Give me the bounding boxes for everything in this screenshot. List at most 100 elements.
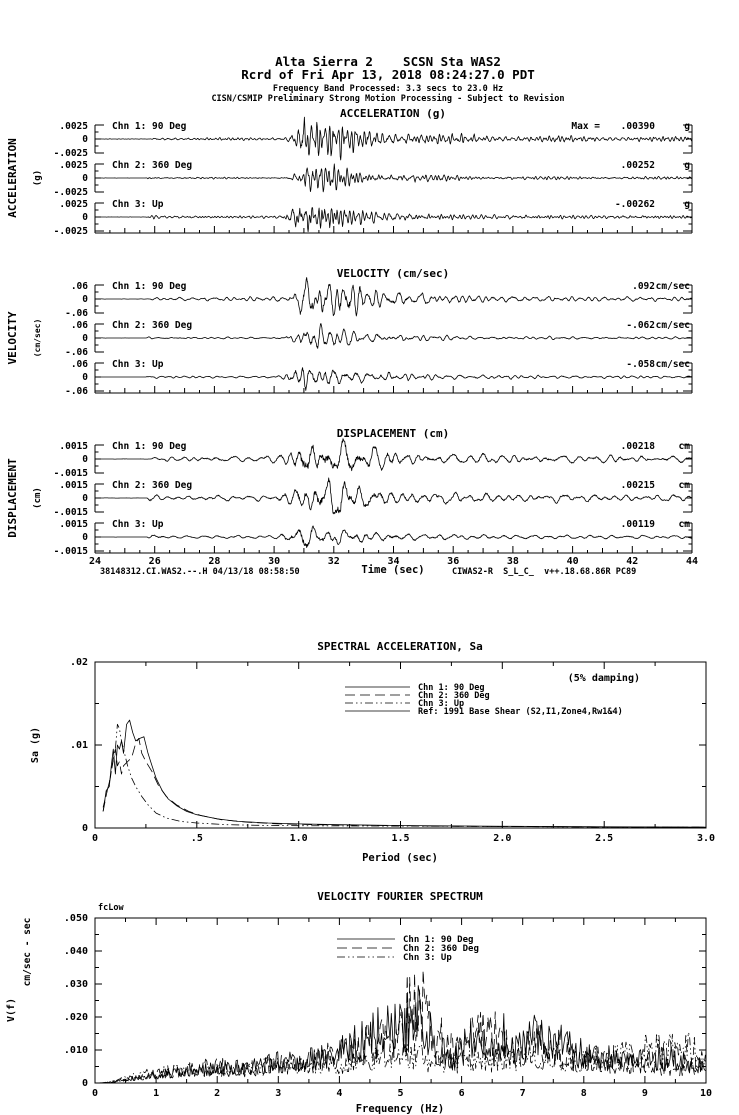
sa-title: SPECTRAL ACCELERATION, Sa <box>317 640 483 653</box>
x-tick-label: 26 <box>149 556 161 567</box>
fourier-y-tick-label: .020 <box>64 1012 88 1023</box>
sa-x-tick-label: 1.0 <box>290 833 308 844</box>
x-tick-label: 24 <box>89 556 101 567</box>
x-tick-label: 30 <box>268 556 280 567</box>
fourier-x-axis-label: Frequency (Hz) <box>356 1103 445 1115</box>
sa-legend-label: Chn 3: Up <box>418 699 464 709</box>
fourier-x-tick-label: 8 <box>581 1088 587 1099</box>
acceleration-x-axis <box>94 226 693 234</box>
y-tick-label: -.0015 <box>54 546 89 557</box>
fourier-y-tick-label: .010 <box>64 1045 88 1056</box>
max-value: -.058 <box>626 359 655 370</box>
y-axis-bracket-right <box>683 444 693 474</box>
fourier-x-tick-label: 6 <box>459 1088 465 1099</box>
waveform-velocity-chn1 <box>95 277 693 317</box>
sa-curve-chn3 <box>102 723 707 828</box>
channel-label: Chn 3: Up <box>112 359 164 370</box>
fourier-x-tick-label: 2 <box>214 1088 220 1099</box>
max-prefix: Max = <box>571 121 600 132</box>
y-axis-bracket-right <box>683 362 693 392</box>
y-axis-bracket-right <box>683 323 693 353</box>
velocity-axis-label: VELOCITY <box>6 311 19 364</box>
sa-x-axis-label: Period (sec) <box>362 852 438 864</box>
displacement-x-axis <box>94 546 693 554</box>
y-tick-label: -.0015 <box>54 507 89 518</box>
displacement-axis-label: DISPLACEMENT <box>6 458 19 538</box>
channel-label: Chn 2: 360 Deg <box>112 160 192 171</box>
channel-label: Chn 1: 90 Deg <box>112 281 187 292</box>
y-tick-label: .06 <box>71 320 88 331</box>
channel-label: Chn 1: 90 Deg <box>112 121 187 132</box>
displacement-title: DISPLACEMENT (cm) <box>337 427 450 440</box>
y-tick-label: -.06 <box>65 308 88 319</box>
fourier-y-tick-label: .040 <box>64 946 88 957</box>
max-value: .00215 <box>621 480 656 491</box>
y-tick-label: .0025 <box>59 199 88 210</box>
x-tick-label: 44 <box>686 556 698 567</box>
y-tick-label: -.0025 <box>54 148 89 159</box>
fourier-y-axis-units: cm/sec - sec <box>22 918 33 987</box>
sa-x-tick-label: .5 <box>191 833 203 844</box>
fourier-x-tick-label: 10 <box>700 1088 712 1099</box>
y-tick-label: 0 <box>82 173 88 184</box>
y-tick-label: .06 <box>71 281 88 292</box>
channel-label: Chn 2: 360 Deg <box>112 320 192 331</box>
fourier-legend-label: Chn 3: Up <box>403 953 452 963</box>
max-value: .092 <box>632 281 655 292</box>
x-tick-label: 38 <box>507 556 519 567</box>
channel-label: Chn 3: Up <box>112 519 164 530</box>
waveform-displacement-chn2 <box>95 477 693 515</box>
sa-axes <box>94 661 707 829</box>
y-tick-label: 0 <box>82 493 88 504</box>
sa-x-tick-label: 2.0 <box>493 833 511 844</box>
acceleration-axis-label: ACCELERATION <box>6 138 19 217</box>
waveform-displacement-chn3 <box>95 525 693 548</box>
sa-legend-label: Chn 2: 360 Deg <box>418 691 490 701</box>
fourier-x-tick-label: 5 <box>397 1088 403 1099</box>
y-tick-label: -.0015 <box>54 468 89 479</box>
max-units: cm <box>679 441 691 452</box>
sa-y-tick-label: .02 <box>70 657 88 668</box>
channel-label: Chn 2: 360 Deg <box>112 480 192 491</box>
fourier-x-tick-label: 3 <box>275 1088 281 1099</box>
acceleration-axis-units: (g) <box>33 170 43 186</box>
acceleration-title: ACCELERATION (g) <box>340 107 446 120</box>
sa-x-tick-label: 3.0 <box>697 833 715 844</box>
x-tick-label: 32 <box>328 556 340 567</box>
y-tick-label: -.0025 <box>54 226 89 237</box>
waveform-displacement-chn1 <box>95 438 693 472</box>
x-tick-label: 40 <box>567 556 579 567</box>
x-tick-label: 42 <box>626 556 638 567</box>
fourier-curve-chn2 <box>98 969 706 1083</box>
y-tick-label: -.06 <box>65 347 88 358</box>
displacement-group: .0015 0 -.0015 Chn 1: 90 Deg .00218 cm .0015 0 -… <box>54 438 698 567</box>
max-value: -.00262 <box>615 199 655 210</box>
frequency-band-note: Frequency Band Processed: 3.3 secs to 23… <box>273 84 503 94</box>
y-tick-label: 0 <box>82 372 88 383</box>
fc-low-annotation: fcLow <box>98 903 124 913</box>
fourier-x-tick-label: 9 <box>642 1088 648 1099</box>
fourier-x-tick-label: 4 <box>336 1088 342 1099</box>
max-units: cm <box>679 519 691 530</box>
fourier-plot: 0 1 2 3 4 5 6 7 8 9 10 0 .010 .020 .030 .040 .050 Chn 1: … <box>64 913 712 1099</box>
y-tick-label: .0025 <box>59 160 88 171</box>
max-units: g <box>684 121 690 132</box>
max-units: cm <box>679 480 691 491</box>
y-tick-label: 0 <box>82 212 88 223</box>
sa-y-tick-label: .01 <box>70 740 88 751</box>
y-tick-label: .0015 <box>59 519 88 530</box>
y-axis-bracket-right <box>683 522 693 552</box>
y-tick-label: -.06 <box>65 386 88 397</box>
y-tick-label: 0 <box>82 134 88 145</box>
sa-x-tick-label: 2.5 <box>595 833 613 844</box>
y-tick-label: .0015 <box>59 480 88 491</box>
max-units: g <box>684 160 690 171</box>
max-value: .00218 <box>621 441 656 452</box>
fourier-x-tick-label: 7 <box>520 1088 526 1099</box>
time-axis-label: Time (sec) <box>361 564 424 576</box>
record-timestamp: Rcrd of Fri Apr 13, 2018 08:24:27.0 PDT <box>241 67 535 82</box>
sa-x-tick-label: 0 <box>92 833 98 844</box>
y-axis-bracket-right <box>683 483 693 513</box>
